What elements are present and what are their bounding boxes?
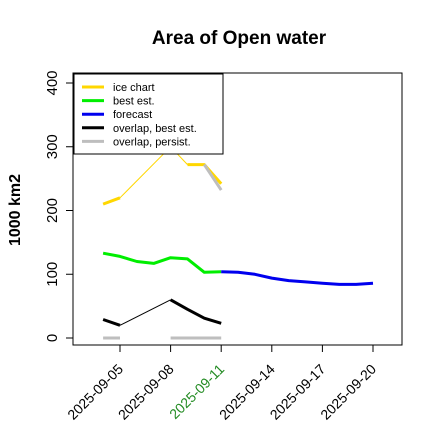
y-tick-label: 100 — [44, 262, 61, 287]
series-line — [102, 318, 121, 327]
y-tick-label: 300 — [44, 134, 61, 159]
chart-title: Area of Open water — [152, 28, 327, 49]
legend-label: overlap, persist. — [113, 136, 191, 148]
plot-frame — [72, 72, 403, 346]
y-tick-label: 200 — [44, 198, 61, 223]
y-tick-label: 0 — [44, 334, 61, 342]
series-line — [221, 270, 374, 286]
series-line — [102, 196, 121, 206]
series-connector — [119, 146, 171, 199]
x-tick-label: 2025-09-20 — [317, 361, 379, 423]
legend: ice chart best est.forecast overlap, best … — [73, 73, 224, 155]
series-line — [102, 251, 222, 274]
series-line — [169, 298, 222, 325]
y-axis-label: 1000 km2 — [7, 174, 24, 246]
series-line — [203, 163, 223, 191]
legend-label: overlap, best est. — [113, 123, 197, 135]
legend-label: ice chart — [113, 82, 155, 94]
y-tick-label: 400 — [44, 70, 61, 95]
legend-label: best est. — [113, 96, 155, 108]
legend-label: forecast — [113, 109, 152, 121]
series-connector — [119, 299, 171, 326]
